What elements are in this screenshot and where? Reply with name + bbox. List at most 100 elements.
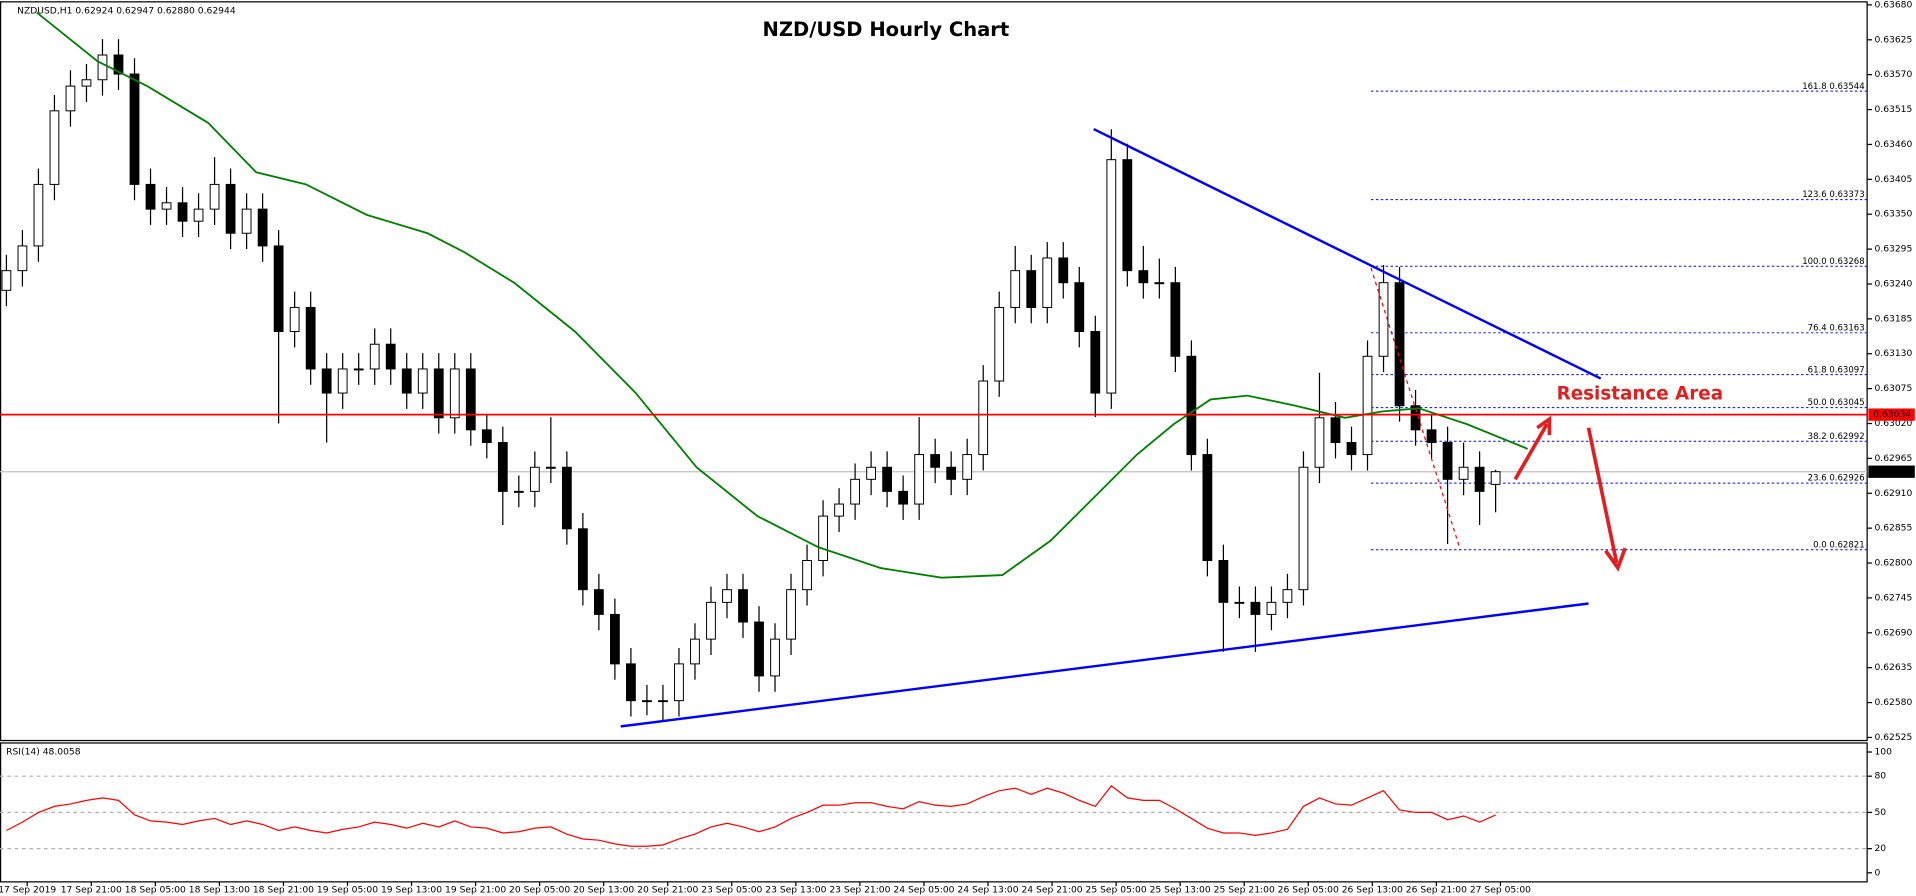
candle-body <box>978 380 989 456</box>
candle-body <box>1282 589 1293 603</box>
candle-body <box>770 638 780 677</box>
x-tick-label: 19 Sep 13:00 <box>381 884 442 895</box>
y-tick-label: 0.62965 <box>1874 453 1912 464</box>
candle-body <box>17 245 28 272</box>
y-tick-label: 0.63460 <box>1874 139 1912 150</box>
candle-body <box>866 466 877 480</box>
candle-body <box>1170 282 1181 357</box>
candle-body <box>145 183 156 210</box>
fib-label: 23.6 0.62926 <box>1808 474 1865 484</box>
candle-body <box>1186 355 1197 456</box>
y-tick-label: 0.62910 <box>1874 488 1912 499</box>
y-tick-label: 0.63350 <box>1874 209 1912 220</box>
x-tick-label: 26 Sep 05:00 <box>1278 884 1339 895</box>
candle-body <box>786 589 796 640</box>
candle-body <box>1074 282 1085 333</box>
candle-body <box>850 478 860 505</box>
y-tick-label: 0.62525 <box>1874 732 1912 743</box>
candle-body <box>834 503 844 517</box>
x-tick-label: 19 Sep 21:00 <box>445 884 506 895</box>
candle-body <box>802 560 812 591</box>
y-tick-label: 0.62855 <box>1874 523 1912 534</box>
fib-label: 61.8 0.63097 <box>1808 365 1865 375</box>
candle-body <box>241 208 252 234</box>
y-tick-label: 0.63020 <box>1874 418 1912 429</box>
candle-body <box>1218 560 1229 603</box>
x-tick-label: 17 Sep 2019 <box>0 884 56 895</box>
candle-body <box>1138 270 1149 284</box>
x-tick-label: 23 Sep 21:00 <box>829 884 890 895</box>
candle-body <box>65 85 76 112</box>
candle-body <box>930 454 941 468</box>
candle-body <box>225 183 236 234</box>
y-tick-label: 0.63680 <box>1874 0 1912 10</box>
y-tick-label: 0.63185 <box>1874 313 1912 324</box>
y-tick-label: 0.62800 <box>1874 558 1912 569</box>
trendline-upper <box>1093 127 1602 380</box>
x-tick-label: 27 Sep 05:00 <box>1470 884 1531 895</box>
candle-body <box>1394 282 1405 407</box>
candle-body <box>722 589 732 603</box>
x-tick-label: 25 Sep 13:00 <box>1150 884 1211 895</box>
last-price-label: 0.62944 <box>1873 466 1911 477</box>
y-tick-label: 0.63130 <box>1874 348 1912 359</box>
candle-body <box>449 368 460 419</box>
rsi-tick-label: 20 <box>1874 843 1886 854</box>
candle-body <box>529 466 540 492</box>
candle-body <box>481 429 492 444</box>
resistance-label: 0.63034 <box>1873 409 1911 420</box>
candle-body <box>577 528 588 591</box>
fib-anchor-line <box>1370 267 1461 550</box>
fib-label: 161.8 0.63544 <box>1802 82 1864 92</box>
candle-body <box>49 110 60 185</box>
rsi-tick-label: 100 <box>1874 747 1892 758</box>
candle-body <box>513 490 524 493</box>
arrow-up-head <box>1536 415 1552 436</box>
y-tick-label: 0.63570 <box>1874 69 1912 80</box>
candle-body <box>433 368 444 419</box>
x-tick-label: 20 Sep 13:00 <box>573 884 634 895</box>
candle-body <box>1314 417 1325 468</box>
candle-body <box>962 454 973 480</box>
x-tick-label: 17 Sep 21:00 <box>61 884 122 895</box>
candle-body <box>273 245 284 333</box>
candle-body <box>706 601 716 640</box>
candle-body <box>1250 601 1261 615</box>
rsi-line <box>6 785 1496 847</box>
arrow-down-head <box>1604 547 1627 572</box>
candle-body <box>1410 405 1421 431</box>
candle-body <box>1122 159 1133 272</box>
candle-body <box>545 466 556 469</box>
x-tick-label: 19 Sep 05:00 <box>317 884 378 895</box>
candle-body <box>1234 601 1245 604</box>
y-tick-label: 0.62580 <box>1874 697 1912 708</box>
candle-body <box>690 638 700 665</box>
candle-body <box>1 270 12 291</box>
candle-body <box>658 700 668 703</box>
resistance-box <box>1868 408 1915 421</box>
candle-body <box>289 306 300 333</box>
x-tick-label: 23 Sep 05:00 <box>701 884 762 895</box>
fib-label: 100.0 0.63268 <box>1802 257 1864 267</box>
candle-body <box>738 589 748 623</box>
candle-body <box>561 466 572 530</box>
candle-body <box>209 183 220 210</box>
candle-body <box>321 368 332 394</box>
x-tick-label: 24 Sep 13:00 <box>957 884 1018 895</box>
candle-body <box>193 208 204 222</box>
fib-label: 38.2 0.62992 <box>1808 432 1865 442</box>
candle-body <box>305 306 316 370</box>
y-tick-label: 0.63405 <box>1874 174 1912 185</box>
fib-label: 123.6 0.63373 <box>1802 190 1864 200</box>
candle-body <box>1378 282 1389 357</box>
candle-body <box>1026 270 1037 308</box>
x-tick-label: 24 Sep 05:00 <box>893 884 954 895</box>
rsi-tick-label: 80 <box>1874 771 1886 782</box>
rsi-tick-label: 50 <box>1874 807 1886 818</box>
y-tick-label: 0.62745 <box>1874 592 1912 603</box>
candle-body <box>1202 454 1213 561</box>
candle-body <box>353 368 364 371</box>
candle-body <box>97 54 108 81</box>
candle-body <box>337 368 348 394</box>
candle-body <box>177 202 188 222</box>
